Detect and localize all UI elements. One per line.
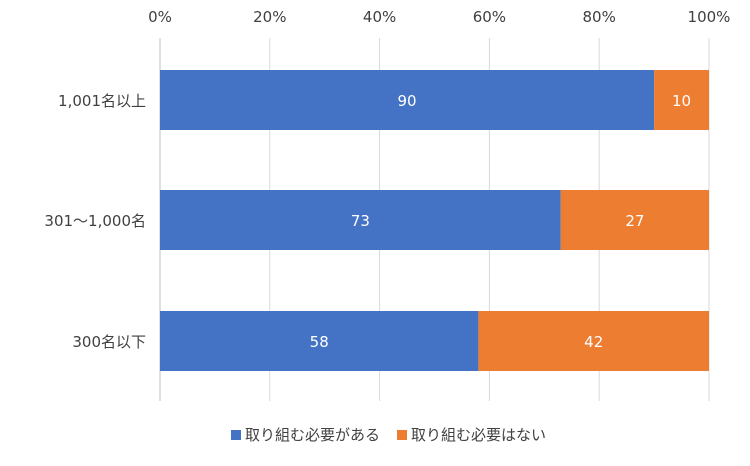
x-tick-label: 0% bbox=[148, 8, 172, 26]
x-axis-tick-labels: 0% 20% 40% 60% 80% 100% bbox=[148, 8, 730, 26]
data-label: 10 bbox=[672, 92, 691, 110]
bar-segment-no-need bbox=[560, 190, 709, 250]
x-tick-label: 40% bbox=[363, 8, 396, 26]
bar-segment-no-need bbox=[654, 70, 709, 130]
legend-swatch bbox=[231, 430, 241, 440]
bar-segment-need bbox=[160, 190, 561, 250]
data-label: 90 bbox=[398, 92, 417, 110]
x-tick-label: 20% bbox=[253, 8, 286, 26]
data-label: 58 bbox=[310, 333, 329, 351]
category-label: 300名以下 bbox=[72, 333, 146, 351]
legend: 取り組む必要がある 取り組む必要はない bbox=[231, 426, 546, 444]
category-labels: 1,001名以上 301～1,000名 300名以下 bbox=[44, 92, 146, 351]
legend-label: 取り組む必要がある bbox=[245, 426, 380, 444]
bar-segment-need bbox=[160, 311, 479, 371]
x-tick-label: 100% bbox=[688, 8, 731, 26]
data-label: 73 bbox=[351, 212, 370, 230]
data-label: 42 bbox=[584, 333, 603, 351]
bars: 90 10 73 27 58 42 bbox=[160, 70, 709, 371]
bar-segment-need bbox=[160, 70, 655, 130]
category-label: 301～1,000名 bbox=[44, 212, 146, 230]
legend-swatch bbox=[397, 430, 407, 440]
bar-segment-no-need bbox=[478, 311, 709, 371]
x-tick-label: 60% bbox=[473, 8, 506, 26]
data-label: 27 bbox=[625, 212, 644, 230]
legend-label: 取り組む必要はない bbox=[411, 426, 546, 444]
x-tick-label: 80% bbox=[583, 8, 616, 26]
category-label: 1,001名以上 bbox=[58, 92, 146, 110]
